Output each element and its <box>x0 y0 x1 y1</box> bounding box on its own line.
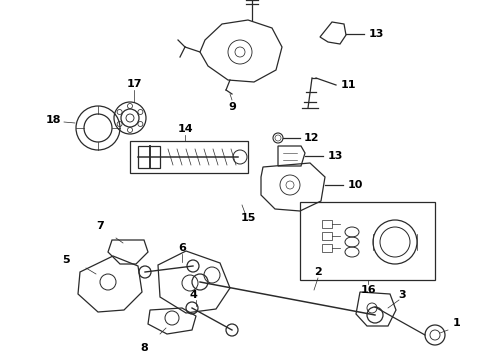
Text: 4: 4 <box>189 290 197 300</box>
Text: 18: 18 <box>45 115 61 125</box>
Text: 10: 10 <box>347 180 363 190</box>
Text: 2: 2 <box>314 267 322 277</box>
Text: 11: 11 <box>340 80 356 90</box>
Text: 5: 5 <box>62 255 70 265</box>
Bar <box>138 146 160 168</box>
Text: 15: 15 <box>240 213 256 223</box>
Text: 8: 8 <box>140 343 148 353</box>
Text: 3: 3 <box>398 290 406 300</box>
Bar <box>300 202 435 280</box>
Text: 16: 16 <box>360 285 376 295</box>
Text: 9: 9 <box>228 102 236 112</box>
Text: 13: 13 <box>327 151 343 161</box>
Text: 17: 17 <box>126 79 142 89</box>
Text: 12: 12 <box>303 133 319 143</box>
Bar <box>130 141 248 173</box>
Text: 14: 14 <box>177 124 193 134</box>
Text: 13: 13 <box>368 29 384 39</box>
Text: 1: 1 <box>453 318 461 328</box>
Text: 7: 7 <box>96 221 104 231</box>
Text: 6: 6 <box>178 243 186 253</box>
